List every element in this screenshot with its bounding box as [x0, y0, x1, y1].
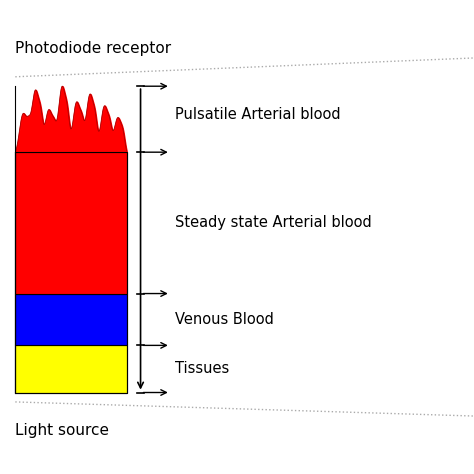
- Bar: [15, 152, 127, 392]
- Text: Light source: Light source: [15, 423, 109, 438]
- Bar: [15, 293, 127, 346]
- Text: Tissues: Tissues: [175, 362, 229, 376]
- Bar: [15, 152, 127, 293]
- Text: Photodiode receptor: Photodiode receptor: [15, 41, 172, 56]
- Text: Steady state Arterial blood: Steady state Arterial blood: [175, 215, 372, 230]
- Text: Pulsatile Arterial blood: Pulsatile Arterial blood: [175, 107, 341, 122]
- Bar: [15, 346, 127, 392]
- Text: Venous Blood: Venous Blood: [175, 312, 274, 327]
